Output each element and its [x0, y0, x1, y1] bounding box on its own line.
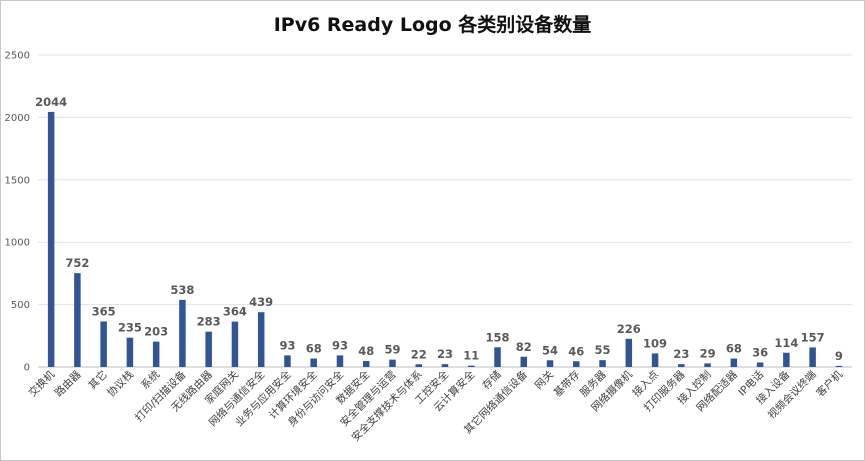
data-label: 11 [463, 349, 479, 363]
data-label: 48 [358, 344, 374, 358]
x-tick-label: 客户机 [814, 368, 846, 400]
x-tick-label: 网关 [532, 368, 556, 392]
bar [756, 362, 764, 367]
bar [389, 359, 396, 367]
bar [730, 358, 738, 367]
data-label: 283 [197, 315, 221, 329]
x-tick-label: 其它 [86, 368, 110, 392]
data-label: 235 [118, 321, 142, 335]
bar [415, 364, 422, 367]
x-tick-label: 交换机 [26, 368, 58, 400]
data-label: 365 [92, 304, 116, 318]
x-tick-label: 基带存 [551, 368, 583, 400]
bar [310, 358, 317, 367]
data-label: 55 [595, 343, 611, 357]
data-label: 752 [65, 256, 89, 270]
bar [152, 341, 160, 367]
data-label: 203 [144, 325, 168, 339]
bar [704, 363, 711, 367]
data-label: 36 [752, 346, 768, 360]
data-label: 364 [223, 305, 247, 319]
data-label: 226 [617, 322, 641, 336]
x-tick-label: 系统 [138, 368, 162, 392]
bar [74, 273, 81, 367]
y-tick-label: 500 [11, 300, 30, 311]
bar [362, 361, 370, 367]
bar [573, 361, 580, 367]
bar [231, 321, 239, 367]
y-tick-label: 0 [24, 363, 30, 374]
bar [651, 353, 659, 367]
data-label: 439 [249, 295, 273, 309]
bar [126, 337, 134, 367]
bar [257, 312, 265, 367]
bar [47, 111, 55, 367]
data-label: 157 [801, 330, 825, 344]
data-label: 23 [673, 347, 689, 361]
data-label: 114 [774, 336, 798, 350]
data-label: 22 [411, 347, 427, 361]
bar [520, 356, 528, 367]
bar [284, 355, 291, 367]
data-label: 109 [643, 336, 667, 350]
bar [599, 360, 606, 367]
bar [100, 321, 107, 367]
data-label: 158 [486, 330, 510, 344]
bar [468, 365, 475, 367]
bar [546, 360, 554, 367]
bar [625, 338, 633, 367]
bar [835, 365, 843, 367]
data-label: 46 [568, 344, 584, 358]
data-label: 93 [279, 338, 295, 352]
data-label: 59 [384, 343, 400, 357]
data-label: 68 [306, 342, 322, 356]
data-label: 54 [542, 343, 558, 357]
data-label: 23 [437, 347, 453, 361]
bar [179, 299, 186, 367]
data-label: 29 [700, 346, 716, 360]
bar [783, 352, 790, 367]
data-label: 2044 [35, 95, 67, 109]
data-label: 82 [516, 340, 532, 354]
x-tick-label: 存储 [480, 368, 504, 392]
x-tick-label: 协议栈 [105, 368, 137, 400]
bar [205, 331, 212, 367]
y-tick-label: 1000 [5, 238, 30, 249]
y-tick-label: 2500 [5, 51, 30, 62]
bar [494, 347, 501, 367]
y-tick-label: 2000 [5, 113, 30, 124]
data-label: 9 [835, 349, 843, 363]
bar [441, 364, 449, 367]
data-label: 538 [170, 283, 194, 297]
bar [809, 347, 816, 367]
bar [336, 355, 344, 367]
bar [678, 364, 685, 367]
x-tick-label: 路由器 [52, 368, 84, 400]
data-label: 68 [726, 342, 742, 356]
data-label: 93 [332, 338, 348, 352]
chart-title: IPv6 Ready Logo 各类别设备数量 [273, 14, 592, 36]
y-tick-label: 1500 [5, 175, 30, 186]
